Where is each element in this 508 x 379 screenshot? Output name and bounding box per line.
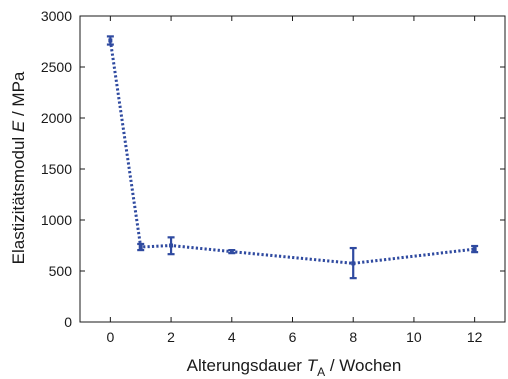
x-axis-label-prefix: Alterungsdauer (187, 356, 307, 375)
series-line (108, 40, 475, 265)
data-point (472, 247, 477, 252)
x-axis-ticks: 0 2 4 6 8 10 12 (106, 16, 483, 345)
y-axis-label: Elastizitätsmodul E / MPa (9, 71, 28, 264)
plot-border (79, 15, 506, 323)
y-axis-ticks: 0 500 1000 1500 2000 2500 3000 (41, 8, 505, 330)
x-tick-label: 4 (228, 329, 236, 345)
data-point (138, 245, 143, 250)
x-tick-label: 10 (406, 329, 422, 345)
y-tick-label: 0 (64, 314, 72, 330)
x-tick-label: 2 (167, 329, 175, 345)
data-point (108, 38, 113, 43)
y-axis-label-prefix: Elastizitätsmodul (9, 132, 28, 264)
x-tick-label: 0 (106, 329, 114, 345)
data-point (351, 261, 356, 266)
x-tick-label: 6 (289, 329, 297, 345)
y-tick-label: 1500 (41, 161, 72, 177)
data-point (169, 243, 174, 248)
y-axis-label-symbol: E (9, 120, 28, 132)
y-tick-label: 2000 (41, 110, 72, 126)
y-tick-label: 500 (49, 263, 73, 279)
x-axis-label-symbol: T (307, 356, 319, 375)
x-axis-label: Alterungsdauer TA / Wochen (187, 356, 402, 379)
y-tick-label: 3000 (41, 8, 72, 24)
plot-frame (79, 15, 506, 323)
x-axis-label-suffix: / Wochen (325, 356, 401, 375)
series-layer (106, 35, 479, 280)
x-tick-label: 8 (349, 329, 357, 345)
y-tick-label: 1000 (41, 212, 72, 228)
y-tick-label: 2500 (41, 59, 72, 75)
data-point (229, 249, 234, 254)
x-axis-label-subscript: A (317, 365, 325, 379)
y-axis-label-suffix: / MPa (9, 71, 28, 121)
x-tick-label: 12 (467, 329, 483, 345)
